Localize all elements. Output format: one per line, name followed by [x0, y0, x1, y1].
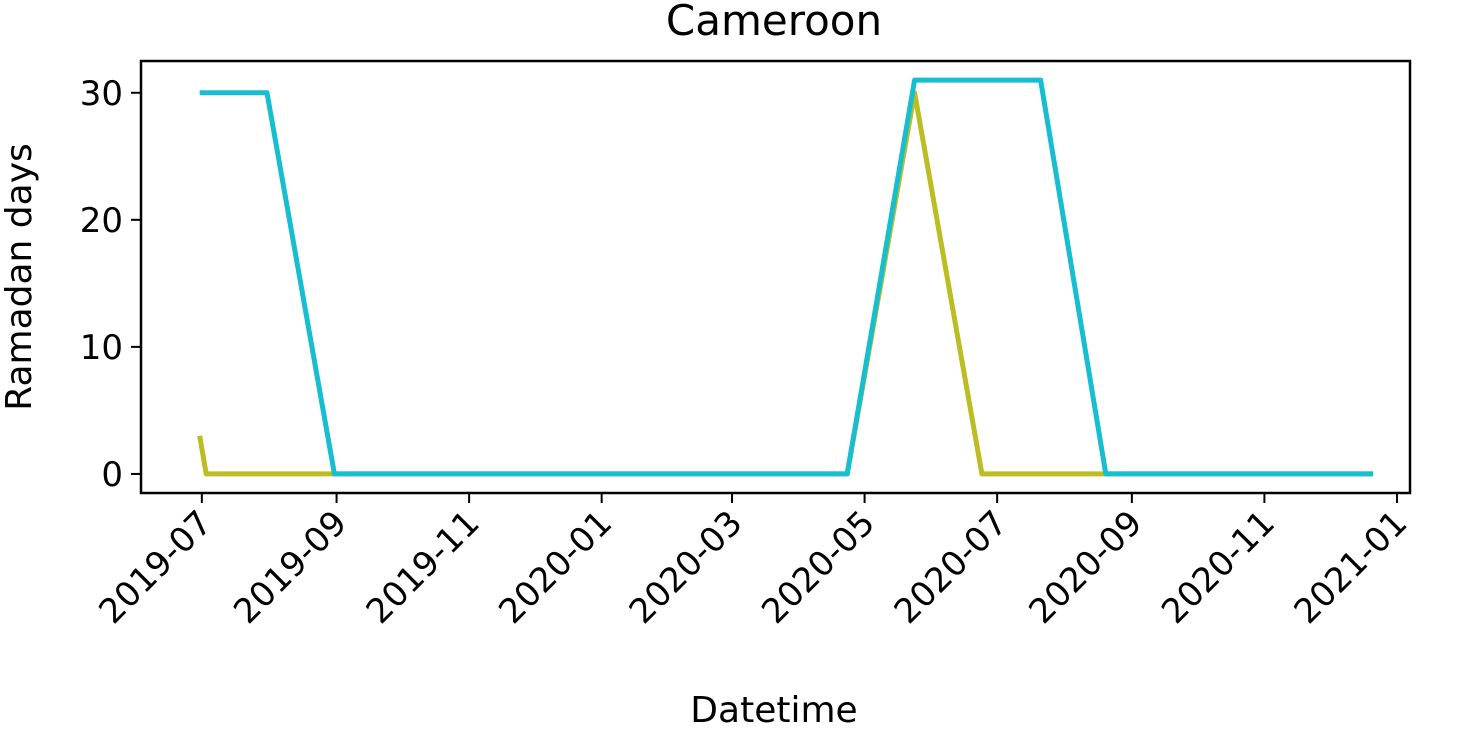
- x-axis: 2019-07 2019-09 2019-11 2020-01 2020-03 2020-…: [91, 493, 1415, 632]
- x-tick-label: 2020-05: [754, 503, 883, 632]
- x-tick-label: 2020-01: [491, 503, 620, 632]
- x-tick-label: 2020-09: [1021, 503, 1150, 632]
- y-tick-label: 0: [101, 455, 123, 495]
- x-tick-label: 2019-11: [359, 503, 488, 632]
- x-axis-label: Datetime: [690, 690, 857, 731]
- chart-title: Cameroon: [666, 0, 882, 45]
- x-tick-label: 2020-11: [1154, 503, 1283, 632]
- x-tick-label: 2021-01: [1287, 503, 1416, 632]
- plot-frame: [139, 59, 1412, 495]
- y-axis-label: Ramadan days: [0, 143, 40, 411]
- x-tick-label: 2019-09: [226, 503, 355, 632]
- x-tick-label: 2020-03: [622, 503, 751, 632]
- y-tick-label: 10: [80, 328, 123, 368]
- y-axis: 0 10 20 30: [80, 74, 141, 495]
- x-tick-label: 2020-07: [887, 503, 1016, 632]
- series-layer: [197, 77, 1374, 477]
- series-line-2: [199, 77, 1374, 477]
- series-line-1: [197, 90, 1374, 477]
- y-tick-label: 20: [80, 201, 123, 241]
- y-tick-label: 30: [80, 74, 123, 114]
- x-tick-label: 2019-07: [91, 503, 220, 632]
